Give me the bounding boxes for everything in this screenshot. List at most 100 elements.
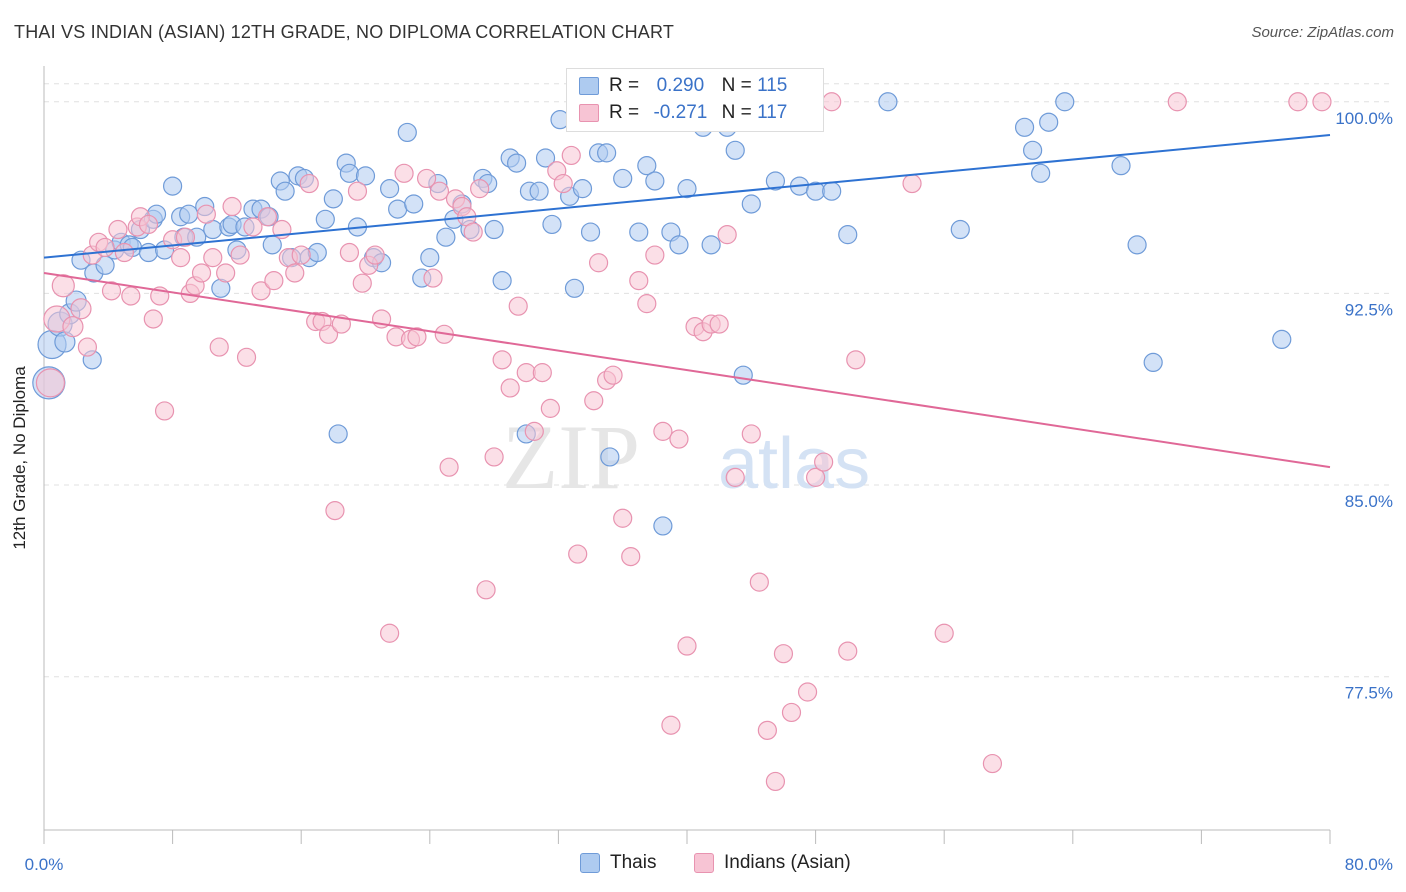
indian-point — [101, 281, 122, 301]
y-tick-label: 77.5% — [1345, 684, 1393, 703]
thai-point — [637, 156, 657, 176]
thai-point — [307, 242, 327, 263]
indian-point — [725, 467, 745, 487]
indian-point — [463, 222, 483, 242]
legend-item-thais[interactable]: Thais — [580, 852, 656, 874]
indian-point — [982, 753, 1003, 774]
indian-point — [1167, 92, 1187, 112]
legend-item-indians[interactable]: Indians (Asian) — [694, 852, 851, 874]
indian-point — [175, 227, 196, 247]
thai-n-label: N = — [721, 75, 752, 96]
thai-point — [542, 214, 562, 235]
correlation-legend: R = 0.290 N = 115 R = -0.271 N = 117 — [566, 68, 824, 132]
indian-point — [325, 501, 345, 521]
indian-point — [500, 378, 520, 398]
thai-point — [733, 365, 753, 385]
thai-point — [339, 163, 360, 183]
indian-point — [532, 363, 552, 383]
points-layer — [32, 92, 1332, 792]
indian-point — [765, 771, 786, 792]
thai-point — [404, 194, 424, 214]
indian-point — [285, 263, 305, 283]
y-tick-label: 85.0% — [1345, 492, 1393, 511]
thai-point — [741, 194, 761, 214]
indian-point — [508, 296, 528, 316]
thai-point — [179, 204, 199, 224]
indian-point — [429, 181, 450, 201]
thai-point — [597, 143, 617, 163]
indian-point — [191, 263, 212, 283]
trend-layer — [43, 133, 1331, 469]
thai-point — [950, 219, 970, 240]
indian-point — [35, 368, 66, 398]
indian-point — [492, 350, 512, 370]
indian-point — [781, 702, 802, 723]
thai-point — [725, 140, 745, 160]
indian-point — [407, 327, 427, 347]
thai-point — [580, 222, 601, 242]
thai-point — [262, 235, 282, 255]
indian-point — [209, 337, 229, 357]
indian-point — [394, 163, 414, 183]
indians-legend-label: Indians (Asian) — [724, 852, 851, 873]
indian-point — [230, 245, 250, 265]
indian-point — [621, 546, 641, 567]
indian-point — [470, 179, 490, 199]
indian-point — [196, 204, 216, 224]
thai-point — [822, 181, 842, 201]
watermark-atlas: atlas — [718, 424, 870, 504]
indian-point — [439, 457, 459, 477]
indian-point — [251, 281, 271, 301]
indian-n-label: N = — [721, 102, 752, 123]
thai-n-value: 115 — [757, 75, 788, 96]
thai-point — [275, 181, 295, 201]
thais-legend-label: Thais — [610, 852, 657, 873]
indian-point — [143, 309, 163, 329]
thai-point — [1055, 92, 1075, 112]
indian-point — [561, 145, 581, 166]
indian-point — [339, 242, 360, 263]
watermark: ZIP atlas — [502, 406, 870, 508]
thai-point — [323, 189, 343, 209]
indian-point — [637, 294, 657, 314]
indian-point — [661, 715, 681, 735]
indian-point — [121, 286, 141, 306]
thai-point — [484, 219, 504, 240]
indian-point — [934, 623, 954, 643]
indian-point — [243, 217, 263, 237]
thai-point — [492, 271, 512, 291]
thai-point — [645, 171, 665, 191]
axis-layer — [43, 66, 1331, 844]
indian-point — [741, 424, 761, 444]
indian-point — [62, 316, 84, 338]
thais-legend-swatch — [580, 853, 600, 873]
thai-point — [701, 235, 721, 255]
indian-point — [805, 467, 826, 487]
indian-point — [352, 273, 372, 293]
indian-point — [524, 421, 544, 441]
indian-point — [154, 401, 175, 421]
thai-point — [1023, 140, 1043, 160]
indian-point — [629, 271, 649, 291]
indian-point — [677, 636, 697, 656]
thai-point — [388, 199, 408, 219]
thai-point — [1143, 352, 1163, 373]
indian-r-label: R = — [609, 102, 640, 123]
indian-point — [749, 572, 769, 592]
indian-point — [902, 173, 922, 194]
indian-point — [222, 196, 242, 217]
indian-point — [171, 248, 191, 268]
chart-title: THAI VS INDIAN (ASIAN) 12TH GRADE, NO DI… — [14, 22, 675, 42]
indian-point — [423, 268, 443, 288]
thai-point — [397, 122, 417, 143]
thai-point — [1031, 163, 1051, 183]
indian-point — [822, 92, 842, 112]
indian-trend-line — [43, 271, 1331, 469]
indian-n-value: 117 — [757, 102, 788, 123]
legend-row-indian: R = -0.271 N = 117 — [579, 101, 787, 125]
indian-point — [380, 623, 400, 643]
indian-point — [645, 245, 665, 265]
indian-point — [108, 219, 128, 240]
indian-point — [584, 391, 604, 411]
thai-point — [535, 148, 556, 168]
